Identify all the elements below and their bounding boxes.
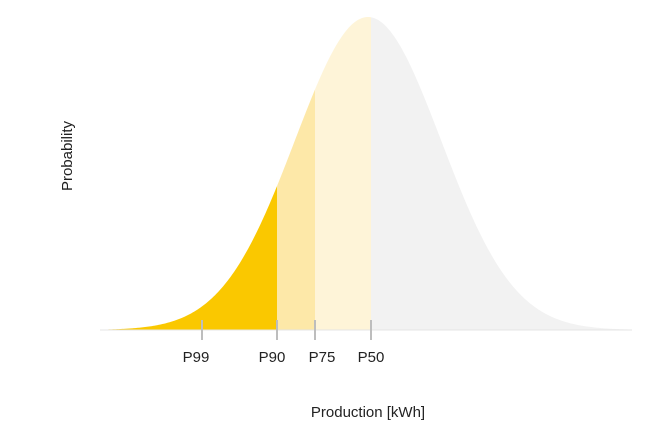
region (371, 17, 632, 330)
marker-label: P99 (183, 349, 210, 366)
markers: P99 P90 P75 P50 (183, 320, 385, 366)
x-axis-label: Production [kWh] (311, 404, 425, 421)
marker-label: P75 (309, 349, 336, 366)
y-axis-label: Probability (59, 120, 76, 191)
region (315, 17, 371, 330)
marker-label: P50 (358, 349, 385, 366)
region (277, 89, 315, 331)
distribution (100, 17, 632, 331)
region (100, 186, 277, 330)
marker-label: P90 (259, 349, 286, 366)
